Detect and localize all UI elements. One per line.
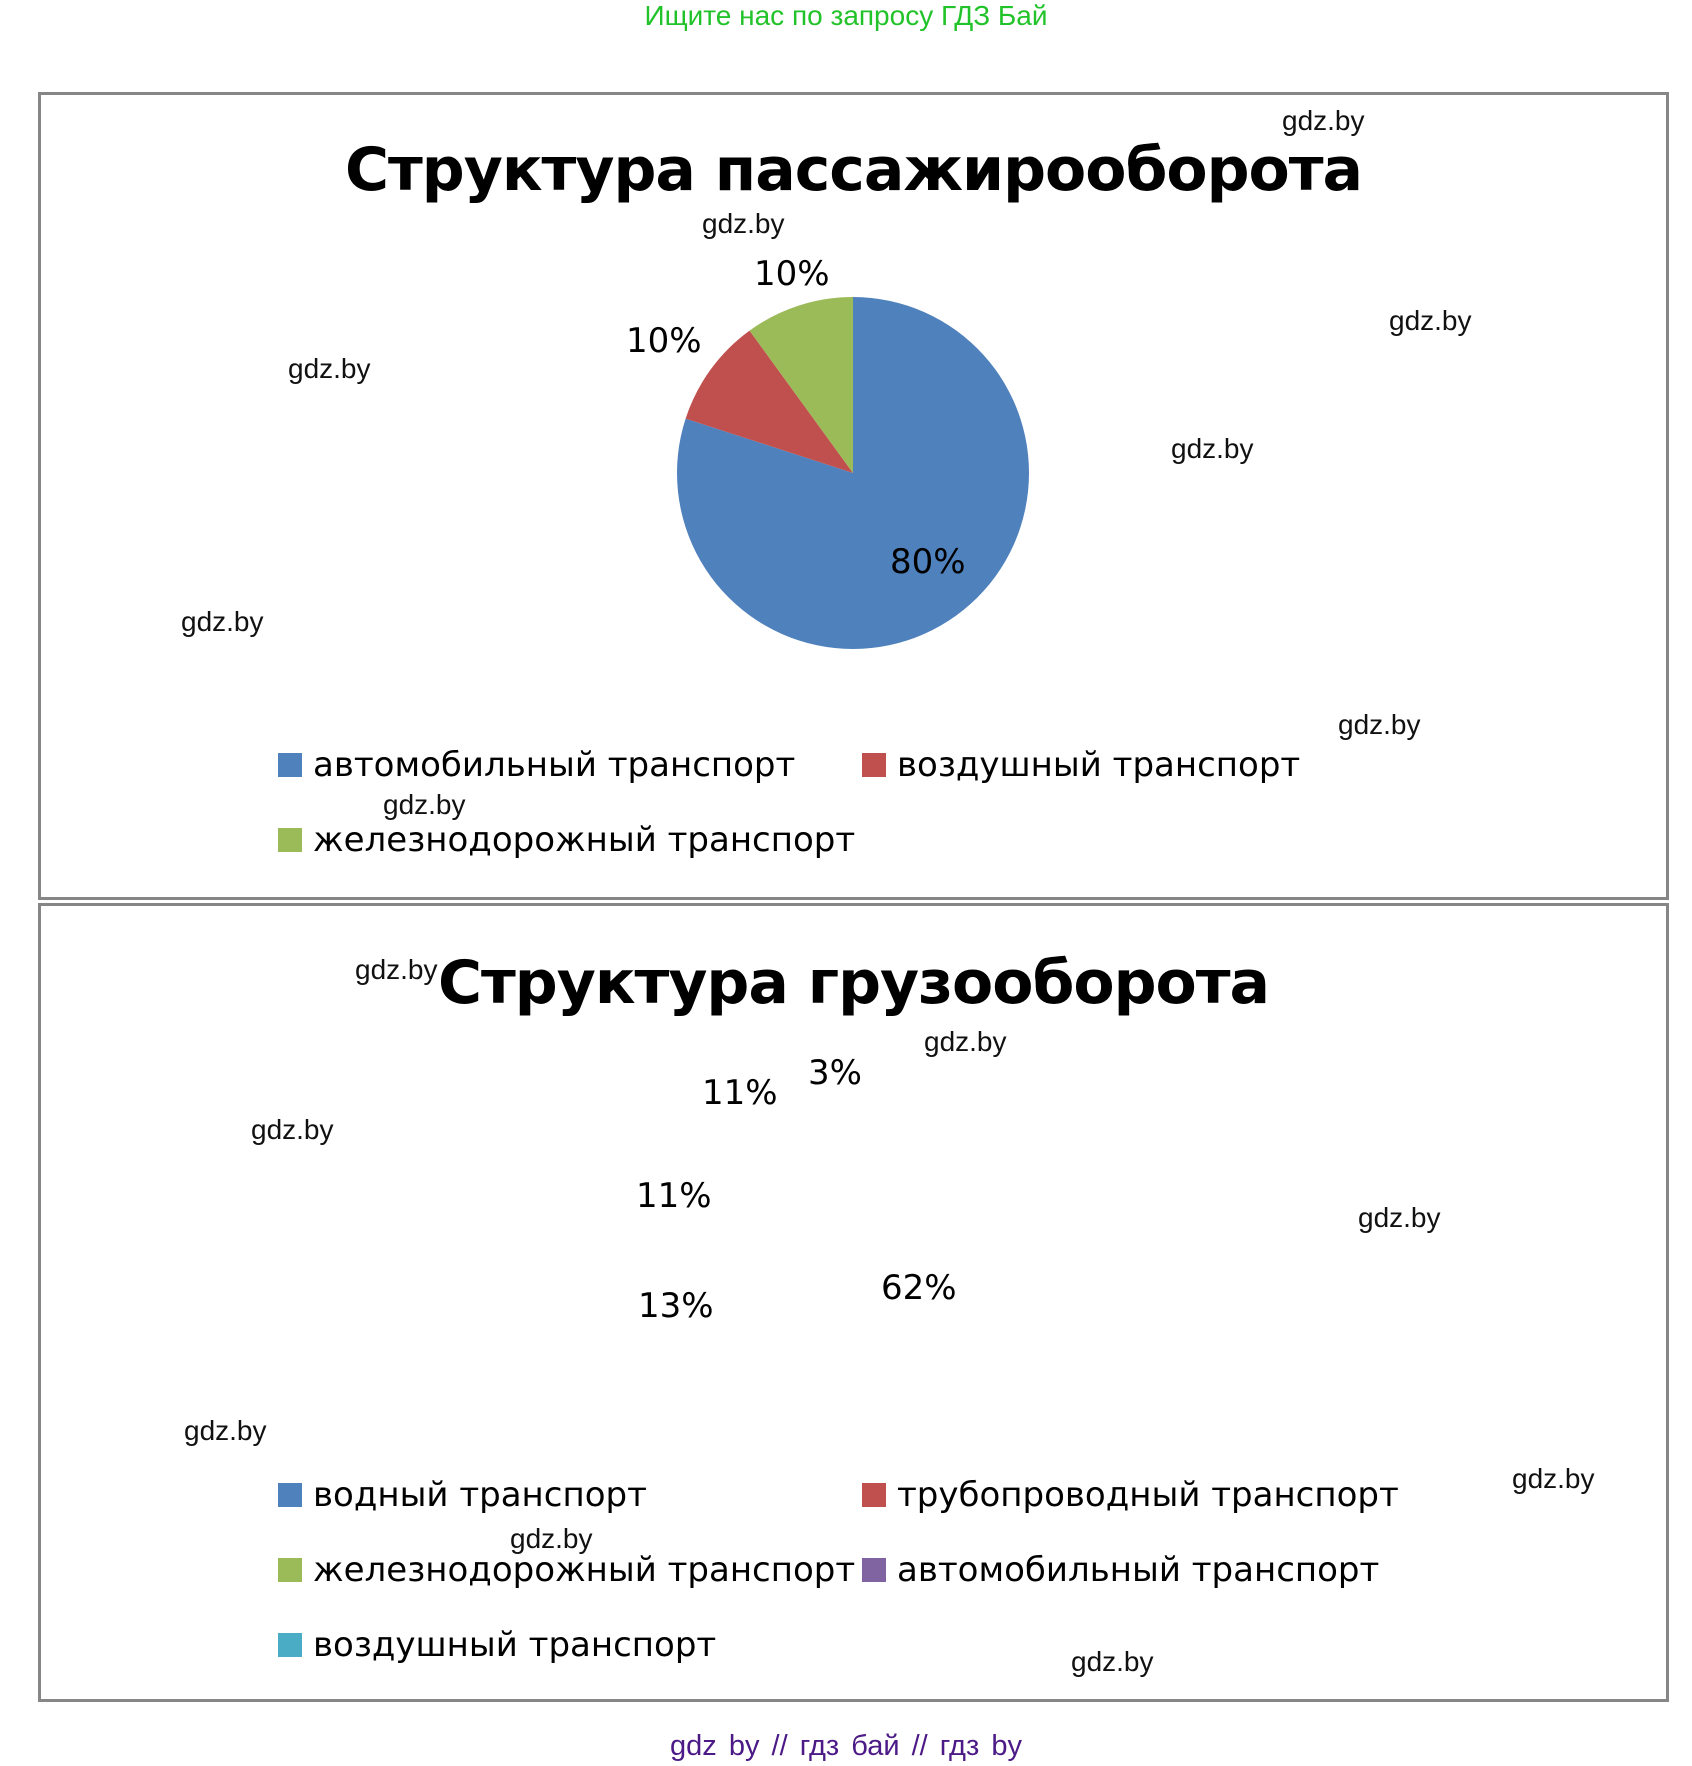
data-label-air-pass: 10% <box>626 321 702 361</box>
chart-title-passenger: Структура пассажирооборота <box>344 135 1363 205</box>
data-label-water-freight: 62% <box>881 1268 957 1308</box>
watermark: gdz.by <box>702 208 785 239</box>
passenger-slice-2 <box>749 297 853 473</box>
legend-item-rail: железнодорожный транспорт <box>278 1551 855 1589</box>
legend-label: автомобильный транспорт <box>897 1550 1380 1590</box>
legend-label: железнодорожный транспорт <box>313 820 856 860</box>
footer-links: gdz by // гдз бай // гдз by <box>670 1730 1022 1762</box>
data-label-auto-pass: 80% <box>890 542 966 582</box>
legend-swatch-purple <box>862 1558 886 1582</box>
legend-label: водный транспорт <box>313 1475 647 1515</box>
watermark: gdz.by <box>1171 433 1254 464</box>
legend-swatch-blue <box>278 753 302 777</box>
watermark: gdz.by <box>1358 1202 1441 1233</box>
legend-item-auto: автомобильный транспорт <box>862 1551 1379 1589</box>
data-label-rail-pass: 10% <box>754 254 830 294</box>
passenger-slice-0 <box>677 297 1030 649</box>
watermark: gdz.by <box>1389 305 1472 336</box>
search-banner: Ищите нас по запросу ГДЗ Бай <box>644 0 1048 31</box>
watermark: gdz.by <box>1512 1463 1595 1494</box>
legend-item-water: водный транспорт <box>278 1476 647 1514</box>
legend-item-rail: железнодорожный транспорт <box>278 821 855 859</box>
legend-item-air: воздушный транспорт <box>278 1626 716 1664</box>
watermark: gdz.by <box>1071 1646 1154 1677</box>
watermark: gdz.by <box>251 1114 334 1145</box>
legend-label: автомобильный транспорт <box>313 745 796 785</box>
legend-label: воздушный транспорт <box>313 1625 717 1665</box>
watermark: gdz.by <box>1338 709 1421 740</box>
data-label-air-freight: 3% <box>808 1053 862 1093</box>
watermark: gdz.by <box>1282 105 1365 136</box>
watermark: gdz.by <box>184 1415 267 1446</box>
legend-item-pipe: трубопроводный транспорт <box>862 1476 1399 1514</box>
legend-swatch-red <box>862 753 886 777</box>
legend-swatch-red <box>862 1483 886 1507</box>
data-label-pipe-freight: 13% <box>638 1286 714 1326</box>
watermark: gdz.by <box>924 1026 1007 1057</box>
passenger-slice-1 <box>685 330 853 473</box>
watermark: gdz.by <box>383 789 466 820</box>
legend-swatch-green <box>278 1558 302 1582</box>
data-label-rail-freight: 11% <box>636 1176 712 1216</box>
watermark: gdz.by <box>355 954 438 985</box>
legend-label: трубопроводный транспорт <box>897 1475 1399 1515</box>
watermark: gdz.by <box>510 1523 593 1554</box>
legend-item-air: воздушный транспорт <box>862 746 1300 784</box>
legend-swatch-cyan <box>278 1633 302 1657</box>
chart-title-freight: Структура грузооборота <box>437 948 1270 1018</box>
legend-item-auto: автомобильный транспорт <box>278 746 795 784</box>
legend-label: железнодорожный транспорт <box>313 1550 856 1590</box>
watermark: gdz.by <box>181 606 264 637</box>
watermark: gdz.by <box>288 353 371 384</box>
legend-label: воздушный транспорт <box>897 745 1301 785</box>
chart-frame-freight: Структура грузооборота <box>38 903 1669 1702</box>
data-label-auto-freight: 11% <box>702 1073 778 1113</box>
legend-swatch-green <box>278 828 302 852</box>
legend-swatch-blue <box>278 1483 302 1507</box>
